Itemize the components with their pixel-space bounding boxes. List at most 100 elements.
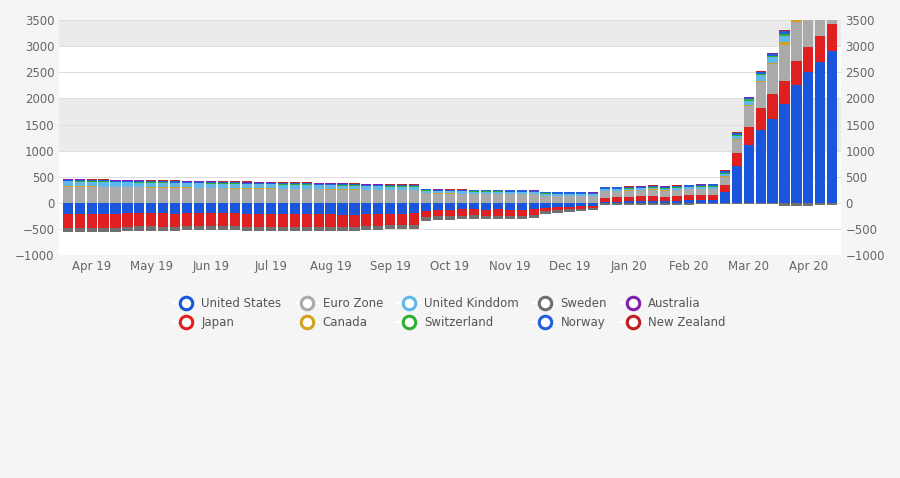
- Bar: [361, 185, 372, 186]
- Bar: [469, 203, 479, 209]
- Bar: [779, 81, 789, 104]
- Bar: [111, 203, 121, 215]
- Bar: [134, 182, 145, 183]
- Bar: [720, 203, 730, 204]
- Bar: [768, 53, 778, 54]
- Bar: [457, 216, 467, 219]
- Bar: [170, 180, 180, 181]
- Bar: [768, 63, 778, 64]
- Bar: [122, 203, 132, 213]
- Bar: [707, 185, 718, 186]
- Bar: [684, 203, 694, 205]
- Bar: [612, 197, 622, 202]
- Bar: [528, 215, 539, 218]
- Bar: [361, 190, 372, 203]
- Bar: [170, 183, 180, 187]
- Bar: [541, 203, 551, 208]
- Bar: [779, 31, 789, 32]
- Bar: [410, 187, 419, 190]
- Bar: [743, 99, 753, 100]
- Bar: [696, 203, 706, 205]
- Bar: [338, 184, 347, 185]
- Bar: [254, 184, 264, 188]
- Bar: [374, 186, 383, 190]
- Bar: [349, 215, 359, 227]
- Bar: [374, 203, 383, 214]
- Bar: [122, 227, 132, 231]
- Bar: [147, 181, 157, 182]
- Bar: [410, 225, 419, 229]
- Bar: [612, 203, 622, 205]
- Bar: [707, 187, 718, 189]
- Bar: [624, 187, 634, 188]
- Bar: [660, 186, 670, 188]
- Bar: [541, 192, 551, 194]
- Bar: [421, 190, 431, 191]
- Bar: [743, 97, 753, 98]
- Bar: [242, 189, 252, 203]
- Bar: [576, 206, 587, 208]
- Bar: [361, 214, 372, 226]
- Bar: [410, 190, 419, 203]
- Bar: [63, 214, 73, 228]
- Bar: [421, 194, 431, 203]
- Bar: [433, 217, 443, 220]
- Bar: [648, 190, 658, 196]
- Bar: [230, 226, 240, 230]
- Bar: [218, 181, 228, 182]
- Bar: [266, 185, 276, 188]
- Bar: [779, 32, 789, 34]
- Bar: [696, 187, 706, 189]
- Bar: [313, 215, 324, 227]
- Bar: [481, 190, 491, 191]
- Bar: [589, 194, 598, 195]
- Bar: [421, 217, 431, 221]
- Bar: [492, 190, 503, 192]
- Bar: [194, 203, 204, 213]
- Bar: [326, 203, 336, 215]
- Bar: [182, 187, 193, 188]
- Bar: [194, 181, 204, 182]
- Bar: [290, 183, 300, 185]
- Bar: [134, 181, 145, 182]
- Bar: [302, 184, 311, 185]
- Bar: [278, 203, 288, 214]
- Bar: [624, 189, 634, 190]
- Bar: [313, 185, 324, 189]
- Bar: [254, 214, 264, 227]
- Bar: [589, 195, 598, 196]
- Bar: [505, 194, 515, 203]
- Bar: [768, 203, 778, 204]
- Bar: [158, 203, 168, 213]
- Bar: [684, 196, 694, 200]
- Bar: [410, 186, 419, 187]
- Bar: [194, 188, 204, 203]
- Bar: [469, 191, 479, 192]
- Bar: [290, 189, 300, 203]
- Bar: [600, 198, 610, 202]
- Bar: [576, 203, 587, 206]
- Bar: [63, 203, 73, 214]
- Bar: [492, 209, 503, 216]
- Bar: [122, 213, 132, 227]
- Bar: [672, 201, 682, 203]
- Bar: [278, 184, 288, 185]
- Bar: [481, 191, 491, 192]
- Bar: [338, 189, 347, 190]
- Bar: [170, 188, 180, 203]
- Bar: [111, 182, 121, 187]
- Bar: [349, 184, 359, 185]
- Bar: [564, 196, 574, 203]
- Bar: [278, 182, 288, 183]
- Bar: [815, 0, 825, 36]
- Bar: [374, 226, 383, 230]
- Bar: [421, 211, 431, 217]
- Bar: [266, 188, 276, 189]
- Bar: [170, 203, 180, 214]
- Bar: [147, 203, 157, 213]
- Bar: [266, 214, 276, 227]
- Bar: [720, 171, 730, 173]
- Bar: [134, 183, 145, 187]
- Bar: [815, 203, 825, 206]
- Bar: [86, 182, 96, 186]
